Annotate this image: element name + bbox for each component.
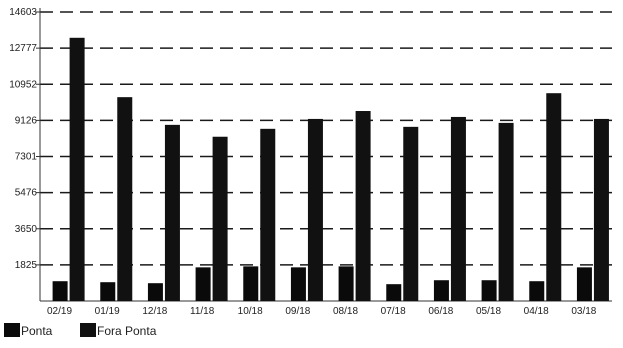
- x-tick-label: 06/18: [428, 306, 453, 317]
- bar-ponta: [290, 267, 306, 301]
- bar-fora-ponta: [355, 111, 371, 301]
- x-tick-label: 01/19: [95, 306, 120, 317]
- legend-label: Fora Ponta: [97, 324, 157, 338]
- legend-swatch: [4, 323, 20, 337]
- y-tick-label: 1825: [15, 260, 38, 271]
- legend: Ponta Fora Ponta: [4, 323, 157, 338]
- x-tick-label: 10/18: [238, 306, 263, 317]
- bar-ponta: [433, 280, 449, 301]
- bars: [52, 37, 609, 302]
- x-tick-label: 04/18: [524, 306, 549, 317]
- bar-fora-ponta: [403, 126, 419, 302]
- y-tick-label: 5476: [15, 188, 38, 199]
- bar-fora-ponta: [117, 97, 133, 301]
- bar-ponta: [52, 281, 68, 301]
- gridlines: [40, 11, 612, 266]
- bar-ponta: [147, 283, 163, 301]
- x-tick-label: 12/18: [142, 306, 167, 317]
- y-tick-labels: 1825 3650 5476 7301 9126 10952 12777 14603: [9, 7, 37, 271]
- x-tick-label: 09/18: [285, 306, 310, 317]
- x-tick-label: 08/18: [333, 306, 358, 317]
- bar-ponta: [576, 267, 592, 301]
- x-tick-label: 03/18: [571, 306, 596, 317]
- y-tick-label: 12777: [9, 43, 37, 54]
- bar-fora-ponta: [593, 118, 609, 301]
- bar-fora-ponta: [498, 122, 514, 301]
- legend-label: Ponta: [21, 324, 53, 338]
- x-tick-label: 07/18: [381, 306, 406, 317]
- bar-fora-ponta: [164, 124, 180, 301]
- bar-ponta: [100, 282, 116, 301]
- x-tick-labels: 02/19 01/19 12/18 11/18 10/18 09/18 08/18 07/18…: [47, 306, 597, 317]
- y-tick-label: 14603: [9, 7, 37, 18]
- bar-ponta: [338, 266, 354, 301]
- legend-swatch: [80, 323, 96, 337]
- bar-ponta: [195, 267, 211, 301]
- x-tick-label: 05/18: [476, 306, 501, 317]
- bar-fora-ponta: [260, 128, 276, 301]
- bar-fora-ponta: [307, 118, 323, 301]
- y-tick-label: 10952: [9, 79, 37, 90]
- axes: [36, 8, 612, 302]
- y-tick-label: 7301: [15, 152, 38, 163]
- bar-fora-ponta: [212, 136, 228, 301]
- y-tick-label: 9126: [15, 115, 38, 126]
- y-tick-label: 3650: [15, 224, 38, 235]
- x-tick-label: 02/19: [47, 306, 72, 317]
- bar-ponta: [386, 284, 402, 301]
- bar-fora-ponta: [450, 116, 466, 301]
- bar-ponta: [243, 266, 259, 301]
- bar-ponta: [481, 280, 497, 301]
- bar-fora-ponta: [546, 93, 562, 302]
- bar-fora-ponta: [69, 37, 85, 302]
- bar-ponta: [529, 281, 545, 301]
- x-tick-label: 11/18: [190, 306, 215, 317]
